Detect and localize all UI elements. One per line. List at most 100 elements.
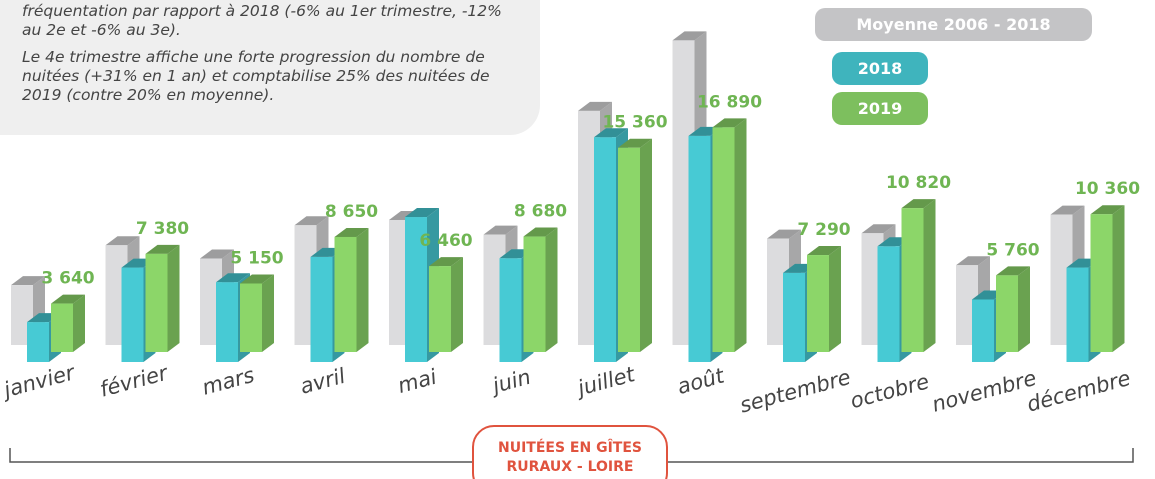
bar-top <box>216 273 250 283</box>
bar-front <box>712 127 735 352</box>
bar <box>996 266 1030 352</box>
bar-front <box>51 303 73 352</box>
bar-top <box>578 101 612 111</box>
value-label: 16 890 <box>697 92 762 112</box>
bar-front <box>594 137 616 362</box>
bar-top <box>956 256 990 266</box>
bar <box>240 274 274 352</box>
bar-top <box>1090 205 1125 215</box>
bar-side <box>356 227 369 352</box>
value-label: 3 640 <box>41 269 94 289</box>
bar-front <box>618 147 640 352</box>
bar-top <box>901 199 936 209</box>
bar-front <box>901 208 924 352</box>
bar-front <box>216 282 238 362</box>
x-tick-label: octobre <box>848 369 932 413</box>
x-tick-label: novembre <box>929 366 1038 417</box>
value-label: 5 150 <box>230 249 283 269</box>
bar-front <box>688 135 711 362</box>
value-label: 7 290 <box>797 220 850 240</box>
bar <box>334 227 369 352</box>
bar-front <box>334 236 357 352</box>
bar-top <box>240 274 274 284</box>
bar-front <box>523 236 546 352</box>
chart-title: NUITÉES EN GÎTES RURAUX - LOIRE <box>472 425 668 479</box>
bar-top <box>1050 205 1085 215</box>
annotation: fréquentation par rapport à 2018 (-6% au… <box>22 2 502 39</box>
bar-top <box>767 229 801 239</box>
legend-entry: 2018 <box>832 52 928 85</box>
bar-front <box>996 275 1018 352</box>
bar-front <box>499 258 522 362</box>
bar <box>429 257 463 352</box>
bar-side <box>167 244 180 352</box>
x-tick-label: juin <box>487 365 533 399</box>
bar-side <box>923 199 936 352</box>
bar <box>807 246 841 352</box>
bar-top <box>105 236 140 246</box>
bar <box>712 118 747 352</box>
bar-front <box>310 256 333 362</box>
x-tick-label: décembre <box>1024 366 1133 417</box>
bar-side <box>1112 205 1125 352</box>
bar-side <box>640 138 652 352</box>
bar-front <box>121 267 144 362</box>
x-tick-label: mars <box>200 363 257 400</box>
bar-front <box>405 217 427 362</box>
bar-top <box>200 249 234 259</box>
bar <box>618 138 652 352</box>
annotation-box: fréquentation par rapport à 2018 (-6% au… <box>0 0 540 135</box>
bar-top <box>51 294 85 304</box>
value-label: 15 360 <box>602 113 667 133</box>
bar-top <box>594 128 628 138</box>
bar-side <box>734 118 747 352</box>
legend-entry: Moyenne 2006 - 2018 <box>815 8 1092 41</box>
bar-top <box>996 266 1030 276</box>
bar-front <box>972 299 994 362</box>
value-label: 8 650 <box>325 202 378 222</box>
bar-top <box>618 138 652 148</box>
bar-front <box>783 272 805 362</box>
x-tick-label: août <box>675 363 728 399</box>
value-label: 7 380 <box>136 219 189 239</box>
bar-front <box>240 283 262 352</box>
bar-side <box>545 227 558 352</box>
value-label: 8 680 <box>514 202 567 222</box>
bar <box>145 244 180 352</box>
bar-top <box>334 227 369 237</box>
x-tick-label: mai <box>395 365 439 398</box>
x-tick-label: septembre <box>737 365 853 418</box>
bar-side <box>1018 266 1030 352</box>
bar-side <box>451 257 463 352</box>
bar-side <box>73 294 85 352</box>
bar-top <box>483 225 518 235</box>
bar-front <box>27 322 49 362</box>
bar-top <box>405 208 439 218</box>
x-tick-label: janvier <box>0 360 78 403</box>
bar <box>51 294 85 352</box>
bar-front <box>1090 214 1113 352</box>
value-label: 10 360 <box>1075 179 1140 199</box>
bar <box>901 199 936 352</box>
bar-top <box>861 224 896 234</box>
bar-front <box>429 266 451 352</box>
bar-front <box>877 246 900 362</box>
value-label: 5 760 <box>986 240 1039 260</box>
bar-front <box>807 255 829 352</box>
bar <box>1090 205 1125 352</box>
bar-top <box>712 118 747 128</box>
bar-top <box>807 246 841 256</box>
bar-top <box>11 276 45 286</box>
value-label: 6 460 <box>419 231 472 251</box>
bar-top <box>145 244 180 254</box>
bar-top <box>429 257 463 267</box>
bar-side <box>262 274 274 352</box>
x-tick-label: avril <box>298 364 348 399</box>
bar-top <box>294 216 329 226</box>
bar-top <box>672 31 707 41</box>
legend-entry: 2019 <box>832 92 928 125</box>
bar-front <box>145 253 168 352</box>
bar <box>523 227 558 352</box>
